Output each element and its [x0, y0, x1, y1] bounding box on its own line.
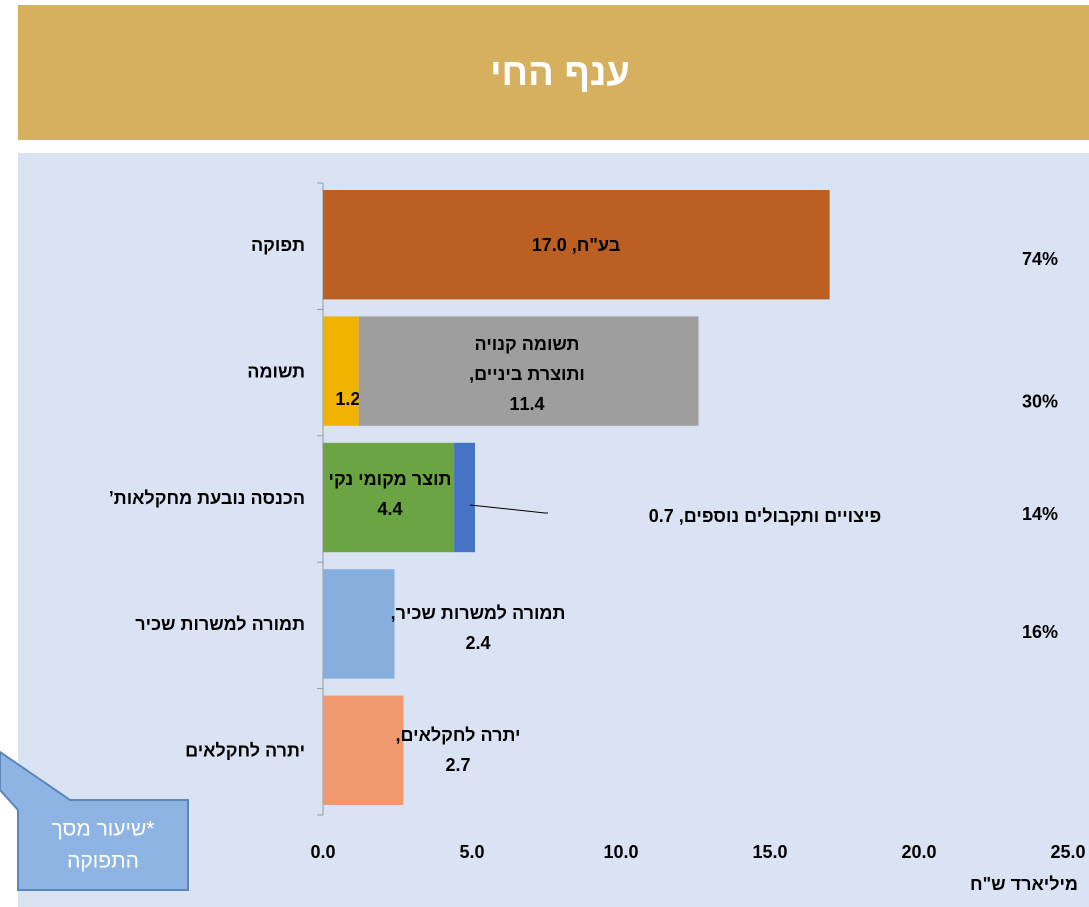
x-tick-label: 20.0	[901, 842, 936, 862]
callout-text: *שיעור מסך	[52, 818, 155, 841]
leader-line	[469, 504, 548, 514]
x-tick-label: 0.0	[310, 842, 335, 862]
share-label: 16%	[1022, 622, 1058, 642]
x-tick-label: 25.0	[1050, 842, 1085, 862]
data-label-line: 4.4	[377, 499, 402, 519]
data-label: תמורה למשרות שכיר, 2.4	[391, 603, 566, 653]
bar	[358, 316, 699, 426]
x-tick-label: 10.0	[603, 842, 638, 862]
title-banner	[18, 5, 1089, 140]
category-label: תשומה	[247, 361, 305, 381]
x-axis-label: מיליארד ש"ח	[970, 874, 1078, 894]
bar	[323, 190, 830, 300]
bar	[454, 442, 475, 553]
plot: 0.0 5.0 10.0 15.0 20.0 25.0 מיליארד ש"ח תפוקה 74…	[109, 182, 1086, 894]
share-label: 74%	[1022, 249, 1058, 269]
bar	[323, 569, 395, 679]
data-label-line: תמורה למשרות שכיר,	[391, 603, 566, 623]
data-label-line: 2.7	[445, 755, 470, 775]
callout-text: התפוקה	[67, 850, 139, 873]
category-label: יתרה לחקלאים	[185, 741, 305, 761]
data-label-line: בע"ח, 17.0	[532, 235, 620, 255]
data-label-line: תשומה קנויה	[475, 334, 580, 354]
data-label-line: יתרה לחקלאים,	[396, 725, 521, 745]
data-label-line: ותוצרת ביניים,	[469, 364, 585, 384]
data-label: יתרה לחקלאים, 2.7	[396, 725, 521, 775]
data-label: בע"ח, 17.0	[532, 235, 620, 255]
bar	[323, 442, 455, 553]
share-label: 30%	[1022, 391, 1058, 411]
bar	[323, 695, 404, 805]
data-label-line: תוצר מקומי נקי	[329, 469, 452, 489]
data-label-line: פיצויים ותקבולים נוספים, 0.7	[649, 506, 881, 526]
data-label-line: 2.4	[465, 633, 490, 653]
data-label-line: 11.4	[509, 394, 544, 414]
data-label: תוצר מקומי נקי 4.4	[329, 469, 452, 519]
category-label: תפוקה	[251, 235, 305, 255]
x-tick-label: 15.0	[752, 842, 787, 862]
callout-shape	[0, 750, 189, 891]
category-label: הכנסה נובעת מחקלאות’	[109, 488, 305, 508]
category-label: תמורה למשרות שכיר	[135, 614, 305, 634]
bar	[323, 316, 359, 426]
data-label: פיצויים ותקבולים נוספים, 0.7	[649, 506, 881, 526]
title: ענף החי	[490, 52, 630, 94]
share-label: 14%	[1022, 504, 1058, 524]
data-label: תשומה קנויה ותוצרת ביניים, 11.4	[469, 334, 585, 414]
x-tick-label: 5.0	[459, 842, 484, 862]
